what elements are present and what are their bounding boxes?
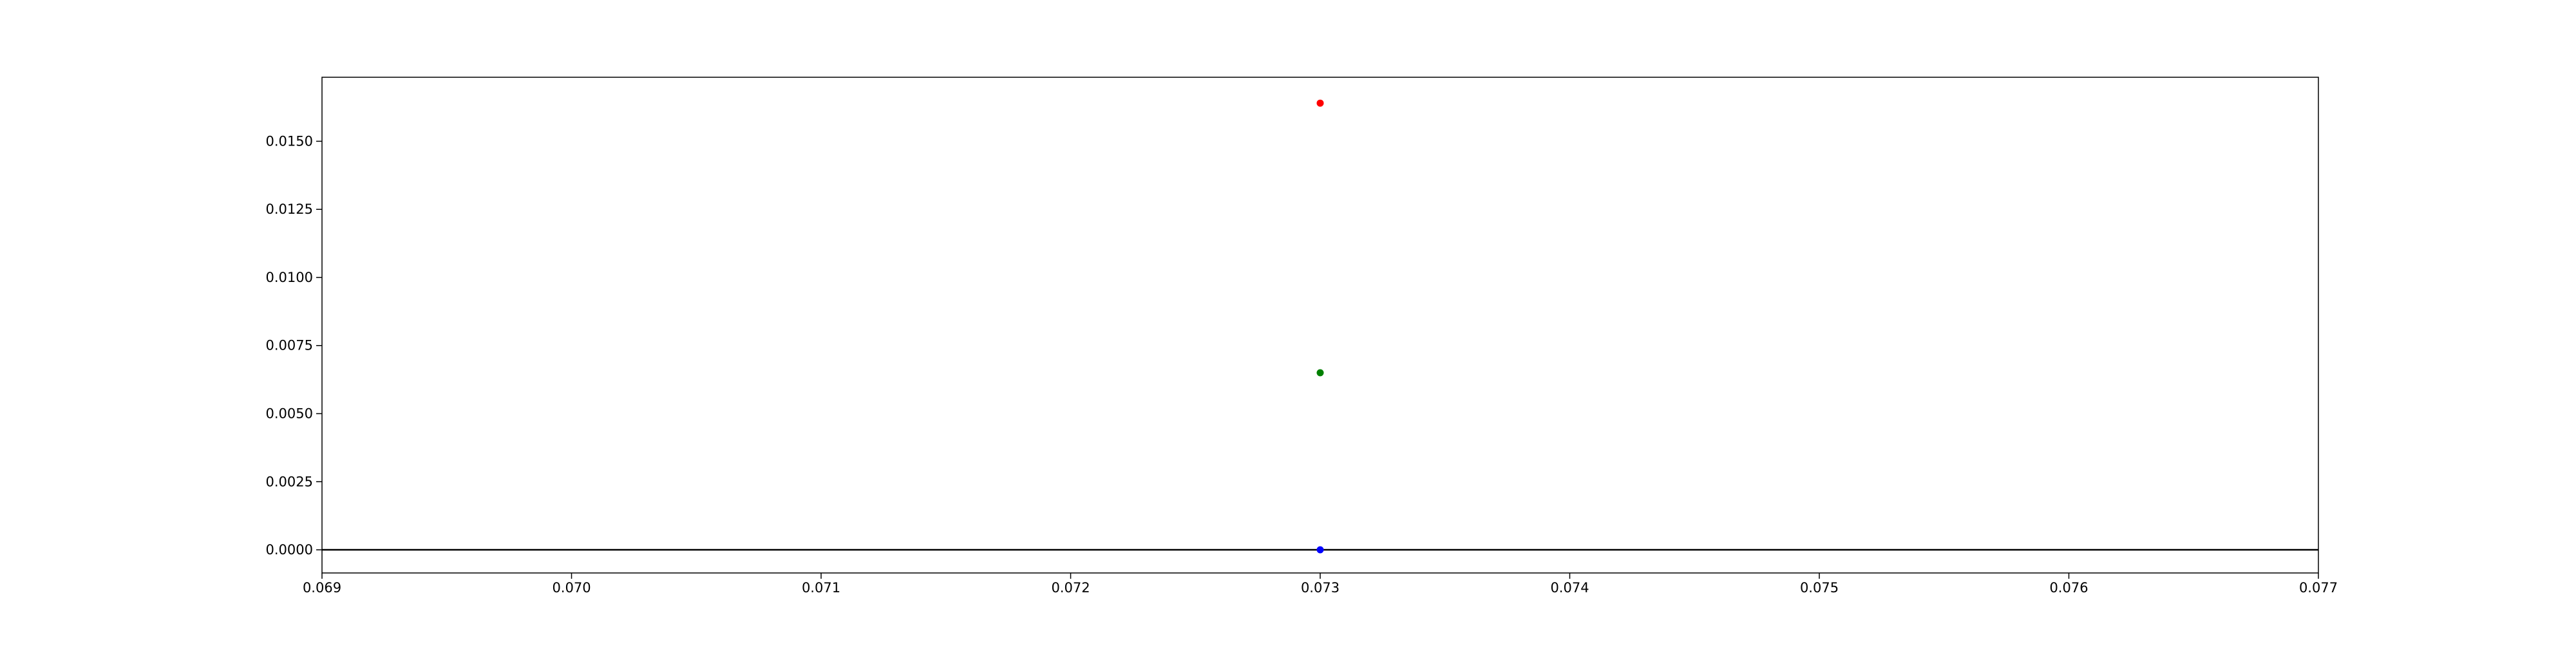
data-points — [1316, 99, 1324, 554]
y-tick-label: 0.0075 — [266, 338, 313, 353]
plot-frame — [321, 77, 2319, 574]
x-tick-label: 0.071 — [802, 580, 840, 595]
plot-area — [322, 77, 2318, 573]
y-tick-label: 0.0150 — [266, 133, 313, 149]
x-tick-label: 0.077 — [2299, 580, 2338, 595]
x-tick-label: 0.075 — [1800, 580, 1839, 595]
x-tick-label: 0.073 — [1301, 580, 1340, 595]
y-tick-label: 0.0125 — [266, 202, 313, 217]
x-tick-label: 0.070 — [552, 580, 591, 595]
x-tick-label: 0.074 — [1550, 580, 1589, 595]
data-point-2 — [1316, 546, 1324, 554]
y-axis: 0.0000 0.0025 0.0050 0.0075 0.0100 0.0125 0.01… — [266, 133, 322, 558]
y-tick-label: 0.0100 — [266, 270, 313, 285]
x-axis: 0.069 0.070 0.071 0.072 0.073 0.074 0.075 0.076… — [303, 573, 2338, 595]
data-point-0 — [1316, 99, 1324, 107]
y-tick-label: 0.0025 — [266, 474, 313, 489]
x-tick-label: 0.069 — [303, 580, 341, 595]
x-tick-label: 0.076 — [2049, 580, 2088, 595]
y-tick-label: 0.0050 — [266, 406, 313, 422]
y-tick-label: 0.0000 — [266, 542, 313, 558]
data-point-1 — [1316, 369, 1324, 377]
x-tick-label: 0.072 — [1051, 580, 1090, 595]
